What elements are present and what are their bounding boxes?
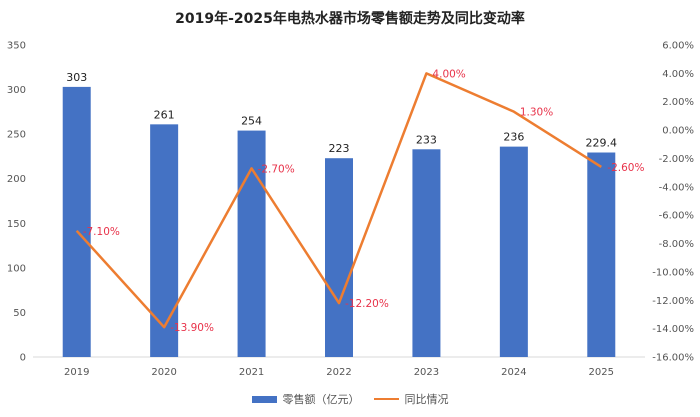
line-label: -2.60% [607,162,644,174]
bar-label: 233 [416,133,437,146]
y-right-tick: -4.00% [659,182,694,193]
y-left-tick: 200 [7,174,26,185]
y-right-tick: 6.00% [662,41,694,52]
bar [62,86,91,357]
legend-swatch-bar [251,395,277,403]
bar [325,158,353,357]
line-label: -12.20% [345,298,389,310]
line-label: -13.90% [170,322,214,334]
line-label: -2.70% [258,163,295,175]
bar [587,152,616,357]
bar-label: 229.4 [586,137,618,150]
legend-label-sales: 零售额（亿元） [282,393,360,406]
chart-title: 2019年-2025年电热水器市场零售额走势及同比变动率 [175,11,525,27]
legend-swatch-line [373,398,399,400]
x-tick: 2023 [414,367,439,378]
bar-label: 261 [154,108,175,121]
legend: 零售额（亿元） 同比情况 [0,391,700,407]
y-right-tick: -6.00% [659,211,694,222]
y-left-tick: 100 [7,263,26,274]
y-left-tick: 350 [7,41,26,52]
x-tick: 2021 [239,367,264,378]
y-right-tick: -16.00% [652,353,694,364]
x-tick: 2020 [151,367,176,378]
y-left-tick: 300 [7,85,26,96]
bar-label: 303 [66,71,87,84]
y-right-tick: 4.00% [662,69,694,80]
bar-label: 223 [329,142,350,155]
y-left-tick: 250 [7,130,26,141]
y-right-tick: -10.00% [652,267,694,278]
y-right-tick: -14.00% [652,324,694,335]
y-right-tick: -2.00% [659,154,694,165]
legend-item-yoy: 同比情况 [373,391,449,407]
y-right-tick: -8.00% [659,239,694,250]
y-right-tick: -12.00% [652,296,694,307]
y-left-tick: 50 [13,308,26,319]
line-label: 4.00% [432,68,465,80]
x-tick: 2019 [64,367,89,378]
bar [499,146,528,357]
bar-label: 236 [503,131,524,144]
line-label: 1.30% [520,107,553,119]
x-tick: 2024 [501,367,526,378]
y-left-tick: 0 [20,353,26,364]
y-right-tick: 2.00% [662,97,694,108]
line-label: -7.10% [83,226,120,238]
bar [412,149,441,357]
x-tick: 2025 [589,367,614,378]
legend-item-sales: 零售额（亿元） [251,391,360,407]
y-right-tick: 0.00% [662,126,694,137]
legend-label-yoy: 同比情况 [404,393,449,406]
x-tick: 2022 [326,367,351,378]
y-left-tick: 150 [7,219,26,230]
bar-label: 254 [241,115,262,128]
